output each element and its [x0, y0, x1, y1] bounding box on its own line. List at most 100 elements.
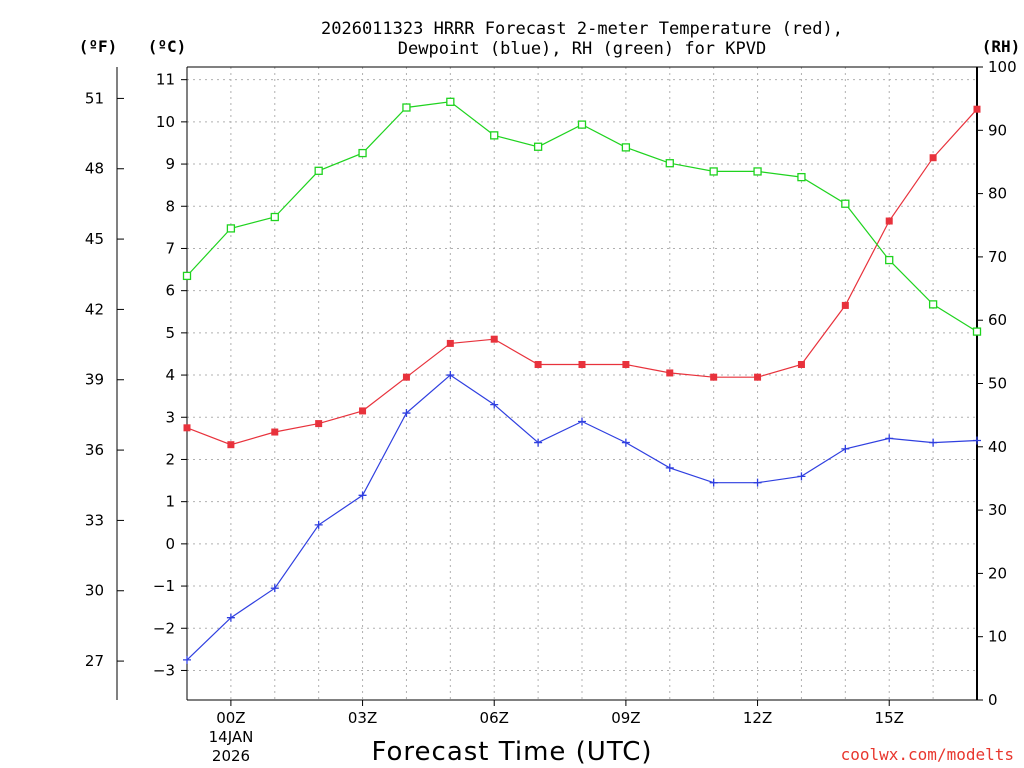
fahrenheit-unit-label: (ºF) — [79, 37, 118, 56]
chart-title-line2: Dewpoint (blue), RH (green) for KPVD — [398, 39, 766, 59]
fahrenheit-tick-label: 27 — [85, 652, 104, 670]
x-tick-label: 15Z — [875, 709, 904, 727]
rh-point — [841, 199, 850, 208]
rh-point — [665, 159, 674, 168]
fahrenheit-tick-label: 30 — [85, 582, 104, 600]
rh-point — [446, 97, 455, 106]
rh-point — [314, 166, 323, 175]
temperature-point — [359, 407, 367, 415]
date-label-year: 2026 — [212, 747, 250, 765]
x-axis-label: Forecast Time (UTC) — [371, 737, 652, 767]
dewpoint-point — [841, 444, 850, 453]
rh-tick-label: 70 — [988, 248, 1007, 266]
chart-title-line1: 2026011323 HRRR Forecast 2-meter Tempera… — [321, 19, 843, 39]
celsius-tick-label: 11 — [156, 71, 175, 89]
dewpoint-point — [314, 520, 323, 529]
dewpoint-point — [446, 371, 455, 380]
dewpoint-point — [534, 438, 543, 447]
rh-point — [577, 120, 587, 129]
rh-point — [182, 271, 192, 281]
dewpoint-point — [183, 655, 191, 664]
dewpoint-point — [973, 436, 981, 445]
temperature-point — [402, 373, 410, 381]
celsius-tick-label: 2 — [165, 450, 175, 468]
dewpoint-point — [358, 491, 367, 500]
fahrenheit-tick-label: 39 — [85, 371, 104, 389]
fahrenheit-tick-label: 45 — [85, 230, 104, 248]
rh-tick-label: 90 — [988, 121, 1007, 139]
rh-point — [797, 172, 806, 182]
temperature-point — [578, 361, 586, 369]
rh-tick-label: 100 — [988, 58, 1017, 76]
temperature-point — [622, 361, 630, 369]
celsius-tick-label: 1 — [165, 493, 175, 511]
dewpoint-point — [226, 613, 235, 622]
temperature-point — [446, 339, 454, 347]
rh-tick-label: 60 — [988, 311, 1007, 329]
dewpoint-point — [621, 438, 630, 447]
fahrenheit-tick-label: 33 — [85, 511, 104, 529]
rh-point — [885, 255, 894, 265]
rh-point — [226, 224, 236, 233]
x-tick-label: 00Z — [216, 709, 245, 727]
temperature-point — [973, 105, 981, 113]
temperature-point — [710, 373, 718, 381]
dewpoint-point — [665, 463, 674, 472]
dewpoint-point — [929, 438, 938, 447]
dewpoint-point — [709, 478, 718, 487]
rh-point — [402, 103, 411, 112]
temperature-point — [929, 154, 937, 162]
dewpoint-point — [578, 417, 586, 426]
credit-text: coolwx.com/modelts — [841, 745, 1014, 764]
temperature-point — [797, 361, 805, 369]
temperature-point — [841, 301, 849, 309]
temperature-point — [885, 217, 893, 225]
fahrenheit-tick-label: 36 — [85, 441, 104, 459]
celsius-unit-label: (ºC) — [148, 37, 187, 56]
x-tick-label: 06Z — [480, 709, 509, 727]
dewpoint-point — [885, 434, 894, 443]
celsius-tick-label: 5 — [165, 324, 175, 342]
rh-tick-label: 10 — [988, 628, 1007, 646]
rh-point — [270, 212, 279, 222]
rh-point — [490, 131, 499, 140]
rh-tick-label: 50 — [988, 375, 1007, 393]
x-tick-label: 12Z — [743, 709, 772, 727]
celsius-tick-label: 8 — [165, 197, 175, 215]
dewpoint-point — [797, 472, 806, 481]
celsius-tick-label: −2 — [153, 619, 175, 637]
rh-line — [186, 101, 978, 333]
rh-tick-label: 80 — [988, 185, 1007, 203]
celsius-tick-label: 7 — [165, 239, 175, 257]
rh-tick-label: 20 — [988, 564, 1007, 582]
date-label-day: 14JAN — [209, 728, 254, 746]
dewpoint-point — [490, 400, 499, 409]
data-series — [182, 97, 982, 664]
temperature-point — [271, 428, 279, 436]
celsius-tick-label: 9 — [165, 155, 175, 173]
celsius-tick-label: −1 — [153, 577, 175, 595]
temperature-line — [186, 108, 978, 446]
dewpoint-point — [270, 584, 279, 593]
rh-point — [753, 167, 762, 176]
dewpoint-point — [402, 409, 411, 418]
rh-point — [533, 142, 543, 151]
temperature-point — [227, 441, 235, 449]
temperature-point — [666, 369, 674, 377]
tick-labels: 11109876543210−1−2−351484542393633302710… — [85, 58, 1017, 727]
x-tick-label: 09Z — [611, 709, 640, 727]
fahrenheit-tick-label: 42 — [85, 300, 104, 318]
temperature-point — [754, 373, 762, 381]
celsius-tick-label: 10 — [156, 113, 175, 131]
x-tick-label: 03Z — [348, 709, 377, 727]
celsius-tick-label: 4 — [165, 366, 175, 384]
temperature-point — [315, 420, 323, 428]
dewpoint-point — [753, 478, 762, 487]
rh-point — [972, 327, 982, 336]
rh-point — [621, 143, 631, 152]
temperature-point — [490, 335, 498, 343]
celsius-tick-label: 3 — [165, 408, 175, 426]
rh-tick-label: 40 — [988, 438, 1007, 456]
gridlines — [186, 67, 978, 700]
